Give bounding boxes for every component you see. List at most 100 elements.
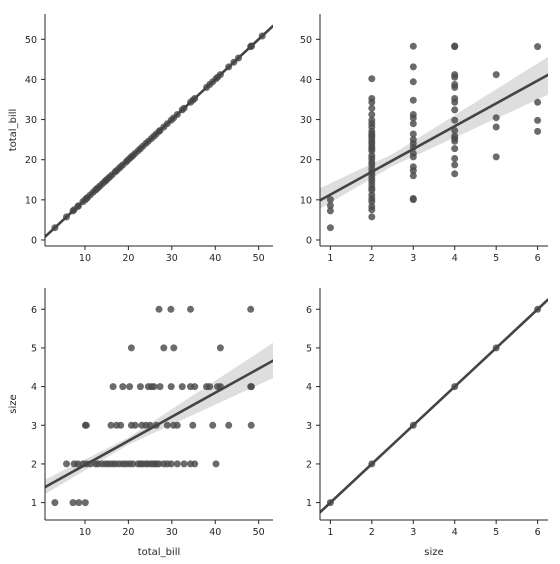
scatter-point [409,130,417,138]
y-tick-label: 5 [31,343,37,354]
scatter-point [117,421,125,429]
y-tick-label: 6 [306,305,312,316]
ci-band-layer [45,342,273,495]
scatter-point [451,42,459,50]
y-tick-label: 2 [306,459,312,470]
scatter-point [492,123,500,131]
scatter-point [167,383,175,391]
scatter-point [368,152,376,160]
scatter-point [180,460,188,468]
scatter-point [492,71,500,79]
x-axis-title-total-bill: total_bill [138,547,181,558]
y-tick-label: 30 [25,115,37,126]
scatter-points [326,42,542,232]
y-tick-label: 1 [306,498,312,509]
axes: 10 20 30 40 50 1 2 3 4 5 6 size total_bill [8,288,273,558]
scatter-point [107,421,115,429]
regression-line-layer [320,298,548,514]
scatter-point [51,499,59,507]
scatter-point [409,120,417,128]
scatter-point [173,421,181,429]
scatter-point [209,421,217,429]
x-tick-label: 3 [410,253,416,264]
x-tick-label: 20 [122,527,134,538]
regression-line-layer [45,359,273,489]
scatter-point [119,383,127,391]
scatter-points [51,305,255,507]
x-tick-label: 1 [327,527,333,538]
scatter-point [451,71,459,79]
scatter-point [225,421,233,429]
scatter-point [534,43,542,51]
scatter-point [75,499,83,507]
y-tick-label: 0 [31,235,37,246]
scatter-point [451,81,459,88]
scatter-point [409,63,417,71]
scatter-point [409,149,417,157]
scatter-point [127,344,135,352]
scatter-point [409,172,417,180]
scatter-point [451,95,459,102]
scatter-point [534,116,542,124]
scatter-point [63,460,70,468]
scatter-point [368,116,376,124]
y-tick-label: 40 [25,75,37,86]
x-axis-title-size: size [424,547,443,558]
scatter-point [451,161,459,169]
scatter-point [216,344,224,352]
y-tick-label: 40 [300,75,312,86]
scatter-point [126,383,134,391]
scatter-point [247,383,255,391]
scatter-point [178,383,186,391]
y-tick-label: 10 [25,195,37,206]
scatter-point [129,460,137,468]
x-tick-label: 20 [122,253,134,264]
confidence-band [320,56,548,209]
scatter-point [492,114,500,122]
y-tick-label: 10 [300,195,312,206]
scatter-point [155,305,163,313]
scatter-point [109,383,117,391]
scatter-point [409,111,417,118]
scatter-point [131,421,139,429]
regression-line-layer [45,24,273,239]
y-axis-title-size: size [8,394,19,413]
x-tick-label: 6 [535,527,541,538]
scatter-point [326,207,334,215]
x-tick-label: 40 [209,527,221,538]
scatter-point [368,213,376,221]
x-tick-label: 4 [452,527,458,538]
scatter-point [187,305,194,313]
x-tick-label: 10 [79,527,91,538]
scatter-point [191,383,199,391]
scatter-point [163,421,171,429]
scatter-point [368,75,376,83]
scatter-point [247,305,255,313]
scatter-point [206,383,214,391]
x-tick-label: 4 [452,253,458,264]
scatter-point [451,106,459,114]
scatter-point [534,98,542,106]
scatter-point [82,421,90,429]
ci-band-layer [320,56,548,209]
scatter-point [451,170,459,178]
y-tick-label: 4 [31,382,37,393]
y-tick-label: 20 [300,155,312,166]
x-tick-label: 10 [79,253,91,264]
axes: 1 2 3 4 5 6 1 2 3 4 5 6 size [306,288,548,558]
x-tick-label: 3 [410,527,416,538]
scatter-point [136,383,144,391]
x-tick-label: 30 [166,527,178,538]
y-tick-label: 4 [306,382,312,393]
scatter-point [409,136,417,144]
scatter-point [326,196,334,204]
scatter-point [170,344,178,352]
x-tick-label: 40 [209,253,221,264]
regression-line [320,73,548,202]
y-tick-label: 50 [300,35,312,46]
x-tick-label: 2 [369,253,375,264]
regression-line-layer [320,73,548,202]
y-tick-label: 30 [300,115,312,126]
y-tick-label: 0 [306,235,312,246]
